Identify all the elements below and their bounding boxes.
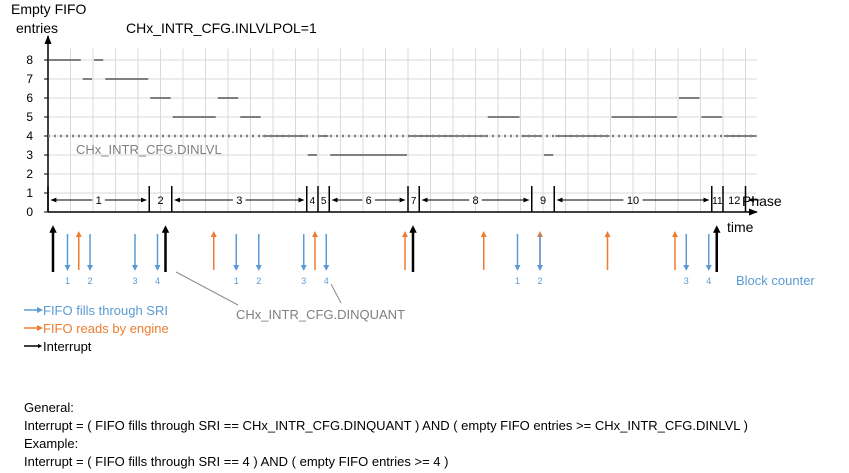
event-arrows: 1 2 3 4 1 2 3 4 1 2 3 4: [49, 225, 721, 286]
dinquant-pointer-left: [175, 271, 239, 306]
chart-title: CHx_INTR_CFG.INLVLPOL=1: [126, 20, 317, 36]
y-tick-label: 5: [26, 110, 33, 124]
legend-fills-label: FIFO fills through SRI: [43, 303, 168, 318]
y-tick-label: 7: [26, 72, 33, 86]
block-counter-number: 2: [256, 276, 261, 286]
y-tick-label: 2: [26, 167, 33, 181]
example-formula: Interrupt = ( FIFO fills through SRI == …: [24, 454, 449, 469]
dinquant-label: CHx_INTR_CFG.DINQUANT: [236, 307, 405, 322]
y-tick-label: 0: [26, 205, 33, 219]
block-counter-label: Block counter: [736, 273, 815, 288]
block-counter-number: 1: [65, 276, 70, 286]
legend-reads-label: FIFO reads by engine: [43, 321, 169, 336]
block-counter-number: 4: [324, 276, 329, 286]
y-tick-label: 4: [26, 129, 33, 143]
chart-grid: [47, 48, 757, 212]
general-heading: General:: [24, 400, 74, 415]
phase-number: 5: [321, 196, 327, 207]
phase-number: 11: [712, 196, 723, 207]
y-axis-label-line1: Empty FIFO: [11, 1, 87, 17]
y-axis-label-line2: entries: [16, 20, 58, 36]
fifo-level-trace: [49, 59, 756, 156]
example-heading: Example:: [24, 436, 79, 451]
y-tick-label: 6: [26, 91, 33, 105]
phase-row: 1 2 3 4 5 6 7 8 9 10 11 12: [47, 186, 760, 212]
block-counter-number: 4: [706, 276, 711, 286]
block-counter-number: 2: [537, 276, 542, 286]
y-tick-labels: 0 1 2 3 4 5 6 7 8: [26, 53, 48, 219]
phase-number: 4: [310, 196, 316, 207]
block-counter-number: 3: [132, 276, 137, 286]
legend-interrupt-label: Interrupt: [43, 339, 92, 354]
block-counter-number: 4: [155, 276, 160, 286]
block-counter-number: 2: [87, 276, 92, 286]
phase-number: 12: [728, 195, 740, 207]
phase-number: 6: [366, 195, 372, 207]
general-formula: Interrupt = ( FIFO fills through SRI == …: [24, 418, 748, 433]
block-counter-number: 3: [301, 276, 306, 286]
phase-number: 7: [411, 196, 417, 207]
block-counter-number: 1: [234, 276, 239, 286]
phase-label: Phase: [742, 193, 782, 209]
dinquant-pointer-right: [330, 283, 342, 304]
y-tick-label: 1: [26, 186, 33, 200]
block-counter-number: 1: [515, 276, 520, 286]
phase-number: 10: [627, 195, 639, 207]
phase-number: 9: [540, 195, 546, 207]
phase-number: 2: [157, 195, 163, 207]
dinlvl-label: CHx_INTR_CFG.DINLVL: [76, 142, 222, 157]
phase-number: 3: [236, 195, 242, 207]
phase-number: 8: [472, 195, 478, 207]
y-tick-label: 3: [26, 148, 33, 162]
block-counter-number: 3: [684, 276, 689, 286]
time-label: time: [727, 219, 754, 235]
phase-number: 1: [96, 195, 102, 207]
y-tick-label: 8: [26, 53, 33, 67]
